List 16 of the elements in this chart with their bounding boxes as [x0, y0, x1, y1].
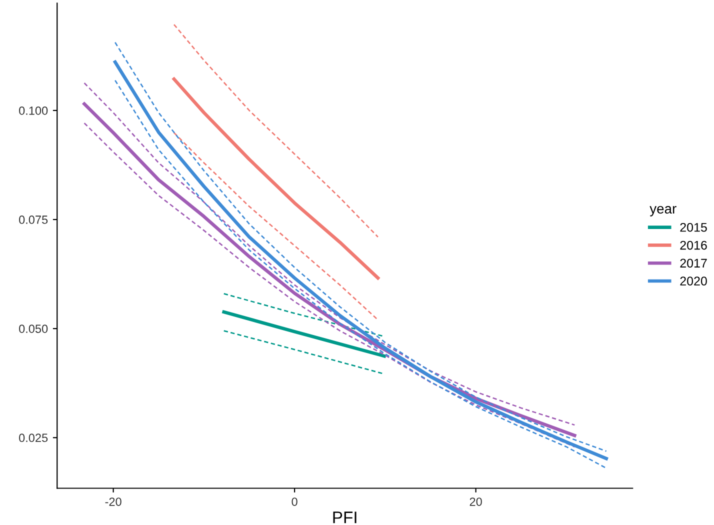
x-tick-label: 20 — [470, 498, 482, 506]
x-tick-label: 0 — [292, 498, 298, 506]
legend-label: 2015 — [680, 222, 707, 232]
legend-label: 2017 — [680, 258, 707, 268]
legend-label: 2020 — [680, 276, 707, 286]
y-tick-label: 0.100 — [19, 106, 48, 115]
y-tick-label: 0.075 — [19, 216, 48, 224]
line-series — [173, 24, 379, 238]
legend-label: 2016 — [680, 240, 707, 250]
legend-title: year — [650, 206, 676, 216]
line-series — [173, 132, 379, 321]
y-tick-label: 0.025 — [19, 434, 48, 442]
line-series — [172, 77, 380, 280]
x-tick-label: -20 — [105, 498, 122, 506]
y-tick-label: 0.050 — [19, 324, 48, 333]
x-axis-title: PFI — [333, 512, 356, 524]
